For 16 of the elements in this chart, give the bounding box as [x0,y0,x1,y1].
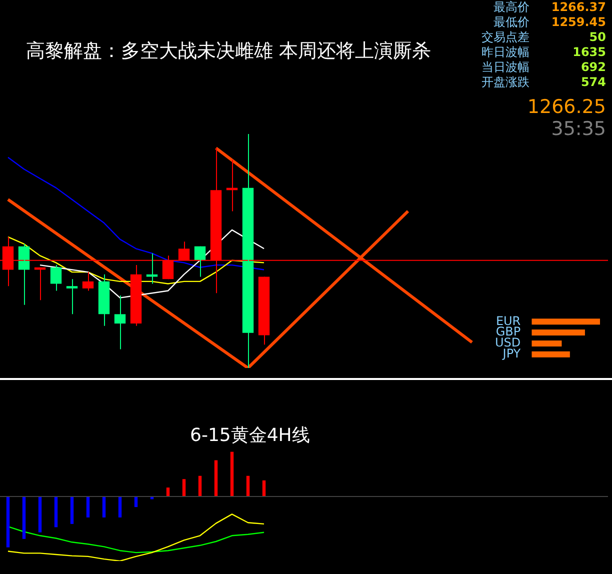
category-label: 当日波幅 [480,60,530,75]
data-label: 1266.37 [550,0,606,15]
data-label: 1259.45 [550,15,606,30]
text: 1266.25 [526,96,606,118]
data-label: 50 [588,30,606,45]
category-label: 交易点差 [480,30,530,45]
category-label: 昨日波幅 [480,45,530,60]
category-label: 最低价 [492,15,530,30]
data-label: 692 [580,60,606,75]
chart-title: 高黎解盘：多空大战未决雌雄 本周还将上演厮杀 [26,39,432,64]
data-label: 1635 [572,45,606,60]
data-label: 574 [580,75,606,90]
category-label: 最高价 [492,0,530,15]
annotation: 35:35 [550,118,606,140]
chart-title: 6-15黄金4H线 [190,424,310,447]
category-label: 开盘涨跌 [480,75,530,90]
